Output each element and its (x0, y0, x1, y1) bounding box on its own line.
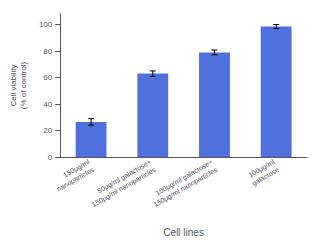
svg-text:nanoparticles: nanoparticles (56, 166, 96, 194)
svg-text:100μg/ml: 100μg/ml (247, 158, 276, 179)
svg-text:50μg/ml galactose+: 50μg/ml galactose+ (96, 158, 153, 195)
svg-text:60: 60 (43, 73, 52, 82)
svg-text:80: 80 (43, 47, 52, 56)
svg-text:150μg/ml nanoparticles: 150μg/ml nanoparticles (91, 166, 158, 209)
svg-text:40: 40 (43, 100, 52, 109)
svg-text:150μg/ml nanoparticles: 150μg/ml nanoparticles (152, 166, 219, 209)
svg-text:Cell viability: Cell viability (9, 64, 18, 106)
svg-text:150μg/ml: 150μg/ml (62, 158, 91, 179)
svg-text:100μg/ml galactose+: 100μg/ml galactose+ (154, 158, 214, 197)
svg-text:0: 0 (48, 153, 53, 162)
svg-text:(% of control): (% of control) (19, 61, 28, 109)
svg-text:20: 20 (43, 126, 52, 135)
svg-text:Cell lines: Cell lines (163, 227, 204, 238)
svg-text:100: 100 (39, 20, 53, 29)
svg-text:galactose: galactose (251, 166, 281, 188)
